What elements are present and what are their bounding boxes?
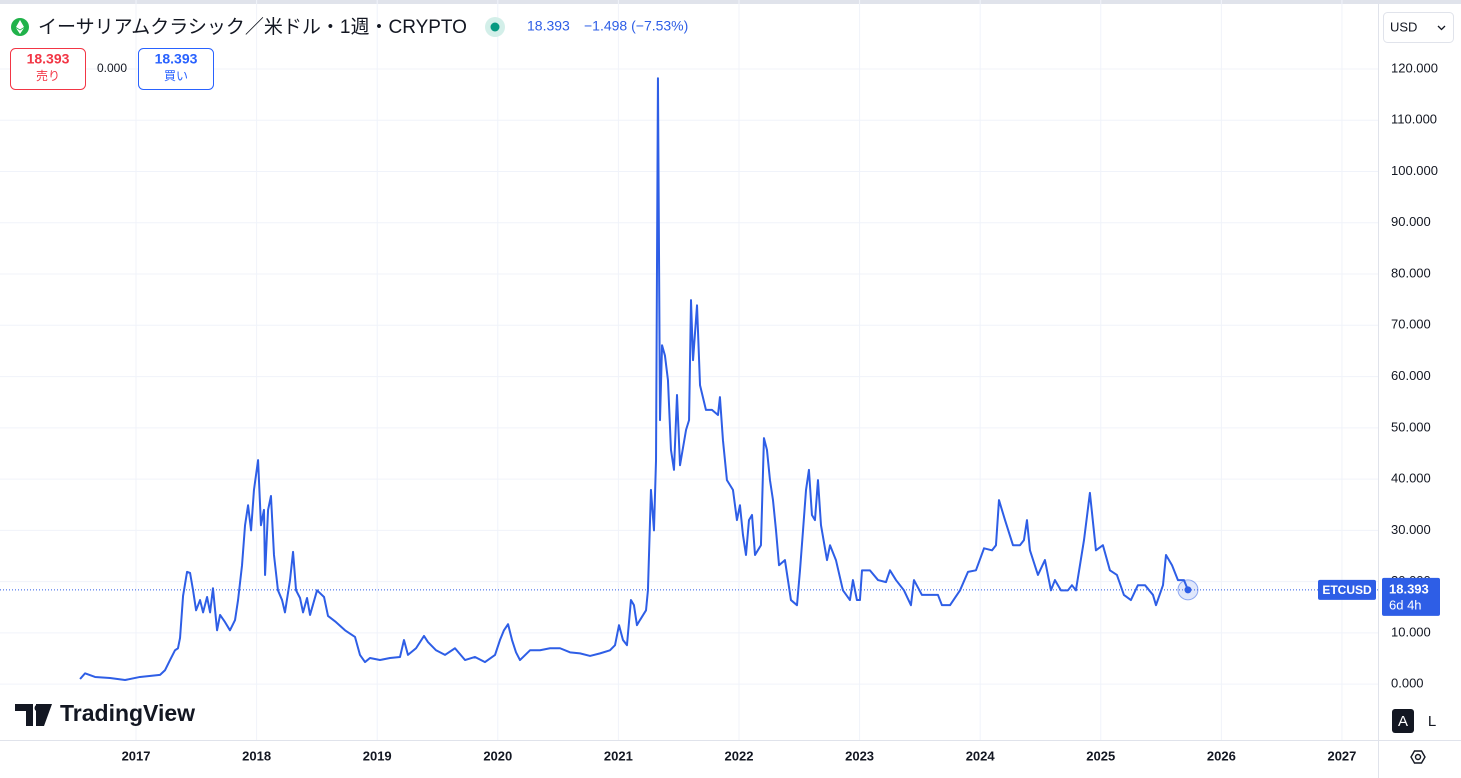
- sell-label: 売り: [36, 68, 60, 83]
- y-tick-label: 110.000: [1391, 112, 1437, 127]
- last-price: 18.393: [527, 18, 570, 34]
- price-change: −1.498 (−7.53%): [584, 18, 688, 34]
- auto-label: A: [1398, 713, 1408, 730]
- top-border: [0, 0, 1461, 4]
- y-tick-label: 0.000: [1391, 676, 1424, 691]
- buy-label: 買い: [164, 69, 188, 83]
- chevron: [1437, 25, 1446, 31]
- logo-text: TradingView: [60, 700, 195, 726]
- x-tick-label: 2026: [1207, 748, 1236, 763]
- x-tick-label: 2027: [1327, 748, 1356, 763]
- currency: USD: [1390, 19, 1417, 34]
- buy-button[interactable]: [138, 48, 214, 90]
- y-tick-label: 30.000: [1391, 522, 1431, 537]
- y-tick-label: 10.000: [1391, 624, 1431, 639]
- plot: [0, 77, 1378, 682]
- currency-select[interactable]: [1383, 12, 1454, 43]
- coin-glyph: [16, 20, 24, 34]
- x-tick-label: 2023: [845, 748, 874, 763]
- grid: [0, 0, 1378, 740]
- buy-price: 18.393: [155, 51, 198, 67]
- x-tick-label: 2021: [604, 748, 633, 763]
- sell-button[interactable]: [10, 48, 86, 90]
- y-tick-label: 100.000: [1391, 163, 1438, 178]
- settings-icon[interactable]: [1410, 750, 1426, 764]
- x-tick-label: 2020: [483, 748, 512, 763]
- price-badge-value: 18.393: [1389, 581, 1429, 596]
- auto-button[interactable]: [1392, 709, 1414, 733]
- price-line: [79, 77, 1189, 682]
- y-tick-label: 50.000: [1391, 419, 1431, 434]
- sell-price: 18.393: [27, 51, 70, 67]
- symbol-badge-label: ETCUSD: [1322, 583, 1372, 597]
- x-tick-label: 2025: [1086, 748, 1115, 763]
- x-tick-label: 2022: [725, 748, 754, 763]
- logo-icon: [15, 704, 52, 726]
- x-tick-label: 2017: [122, 748, 151, 763]
- symbol-badge: [1318, 579, 1376, 600]
- countdown: 6d 4h: [1389, 597, 1422, 612]
- y-tick-label: 40.000: [1391, 471, 1431, 486]
- x-tick-label: 2019: [363, 748, 392, 763]
- logo-dot: [34, 704, 42, 712]
- x-tick-label: 2024: [966, 748, 996, 763]
- y-tick-label: 120.000: [1391, 60, 1438, 75]
- y-tick-label: 90.000: [1391, 214, 1431, 229]
- log-label[interactable]: L: [1428, 713, 1436, 730]
- last-point: [1184, 586, 1192, 594]
- y-tick-label: 60.000: [1391, 368, 1431, 383]
- price-badge: [1382, 577, 1440, 616]
- y-tick-label: 80.000: [1391, 265, 1431, 280]
- symbol-title: イーサリアムクラシック／米ドル・1週・CRYPTO: [38, 16, 467, 38]
- x-tick-label: 2018: [242, 748, 271, 763]
- spread: 0.000: [97, 61, 127, 75]
- status-dot: [490, 22, 500, 32]
- y-tick-label: 70.000: [1391, 317, 1431, 332]
